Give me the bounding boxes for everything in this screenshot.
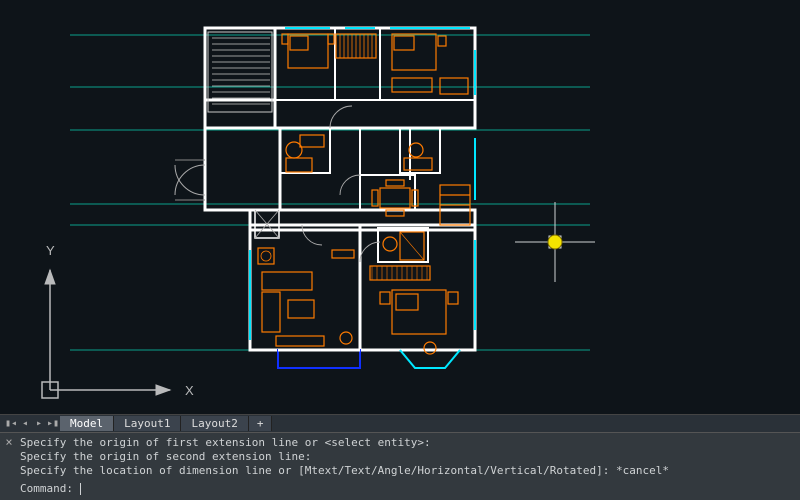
close-icon[interactable]: × xyxy=(2,435,16,449)
svg-text:Y: Y xyxy=(46,243,55,258)
command-input[interactable] xyxy=(80,483,794,495)
layout-tabs-bar: ▮◂ ◂ ▸ ▸▮ Model Layout1 Layout2 + xyxy=(0,414,800,432)
svg-text:X: X xyxy=(185,383,194,398)
command-history-line: Specify the origin of first extension li… xyxy=(20,436,794,450)
command-prompt-label: Command: xyxy=(20,482,73,496)
tab-layout2[interactable]: Layout2 xyxy=(181,416,248,431)
tab-next-icon[interactable]: ▸ xyxy=(32,417,46,431)
tab-last-icon[interactable]: ▸▮ xyxy=(46,417,60,431)
tab-add-button[interactable]: + xyxy=(249,416,273,431)
command-window: × Specify the origin of first extension … xyxy=(0,432,800,500)
command-history-line: Specify the location of dimension line o… xyxy=(20,464,794,478)
tab-first-icon[interactable]: ▮◂ xyxy=(4,417,18,431)
drawing-canvas[interactable]: XY xyxy=(0,0,800,414)
tab-layout1[interactable]: Layout1 xyxy=(114,416,181,431)
tab-model[interactable]: Model xyxy=(60,416,114,431)
tab-prev-icon[interactable]: ◂ xyxy=(18,417,32,431)
command-history-line: Specify the origin of second extension l… xyxy=(20,450,794,464)
